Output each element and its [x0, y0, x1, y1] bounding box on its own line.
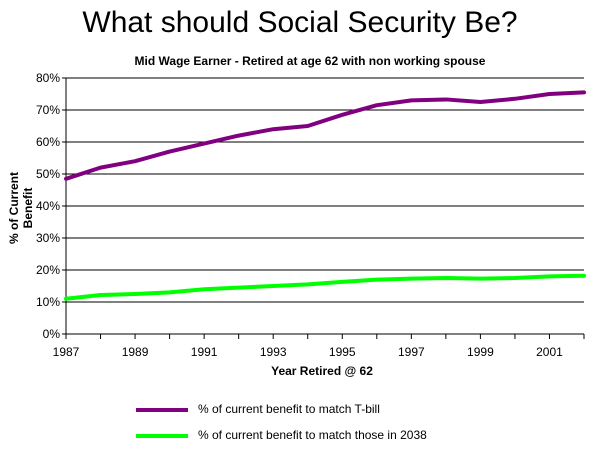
legend-item-2038: % of current benefit to match those in 2…	[130, 426, 510, 446]
legend-label-tbill: % of current benefit to match T-bill	[198, 402, 380, 416]
x-tick-label: 2001	[536, 345, 563, 359]
y-tick-label: 30%	[36, 231, 60, 245]
x-axis-label: Year Retired @ 62	[271, 364, 373, 378]
y-tick-label: 20%	[36, 263, 60, 277]
x-tick-label: 1995	[329, 345, 356, 359]
y-tick-label: 10%	[36, 295, 60, 309]
series-line-2038	[64, 273, 586, 301]
x-tick-label: 1999	[467, 345, 494, 359]
x-tick-label: 1993	[260, 345, 287, 359]
series-line-tbill	[64, 90, 586, 181]
x-tick-label: 1991	[191, 345, 218, 359]
y-tick-label: 0%	[43, 327, 61, 341]
legend-label-2038: % of current benefit to match those in 2…	[198, 428, 427, 442]
y-tick-label: 50%	[36, 167, 60, 181]
legend-swatch-tbill	[136, 408, 188, 412]
legend-item-tbill: % of current benefit to match T-bill	[130, 400, 510, 420]
legend: % of current benefit to match T-bill % o…	[130, 400, 510, 452]
chart-title: What should Social Security Be?	[82, 6, 518, 39]
y-tick-label: 40%	[36, 199, 60, 213]
y-tick-label: 80%	[36, 71, 60, 85]
y-tick-label: 60%	[36, 135, 60, 149]
y-tick-label: 70%	[36, 103, 60, 117]
chart-subtitle: Mid Wage Earner - Retired at age 62 with…	[134, 54, 486, 68]
x-tick-label: 1989	[122, 345, 149, 359]
y-axis-label: % of Current Benefit	[7, 172, 35, 244]
x-tick-label: 1987	[53, 345, 80, 359]
legend-swatch-2038	[136, 434, 188, 438]
x-tick-label: 1997	[398, 345, 425, 359]
